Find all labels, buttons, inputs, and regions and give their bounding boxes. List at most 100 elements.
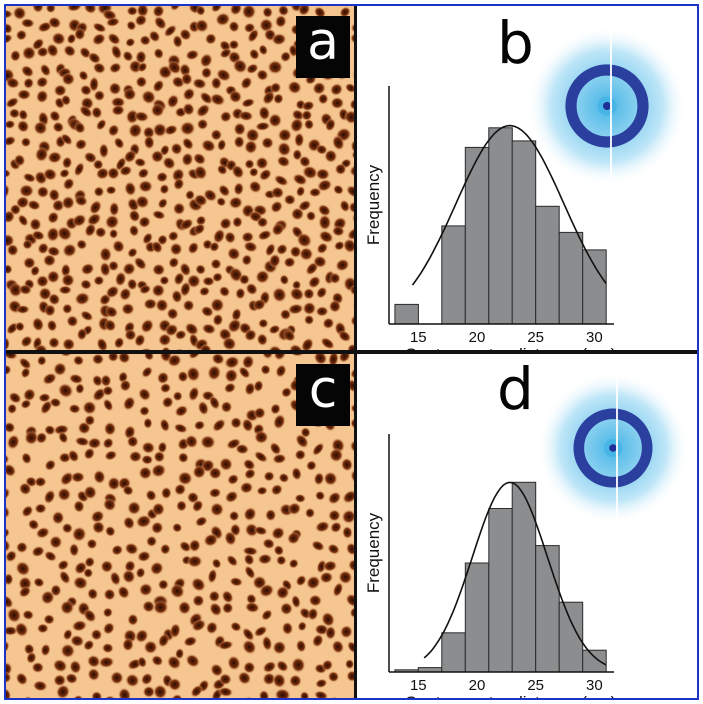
histogram-bar xyxy=(488,508,513,673)
pore-mark xyxy=(140,454,154,465)
pore-mark xyxy=(74,436,91,447)
pore-mark xyxy=(233,181,245,196)
pore-mark xyxy=(166,655,182,670)
pore-mark xyxy=(172,177,185,191)
pore-mark xyxy=(6,549,18,563)
pore-mark xyxy=(102,621,115,635)
pore-mark xyxy=(6,168,12,178)
pore-mark xyxy=(315,144,328,155)
pore-mark xyxy=(83,608,97,623)
pore-mark xyxy=(338,354,351,363)
pore-mark xyxy=(23,430,39,446)
pore-mark xyxy=(104,450,118,461)
pore-mark xyxy=(208,395,221,411)
pore-mark xyxy=(6,671,12,684)
pore-mark xyxy=(290,207,305,221)
pore-mark xyxy=(75,239,88,250)
pore-mark xyxy=(270,186,285,199)
pore-mark xyxy=(83,485,98,500)
pore-mark xyxy=(283,193,297,206)
pore-mark xyxy=(244,565,256,580)
pore-mark xyxy=(179,120,196,137)
pore-mark xyxy=(95,118,107,131)
pore-mark xyxy=(261,354,274,360)
pore-mark xyxy=(253,525,268,536)
pore-mark xyxy=(226,554,239,567)
pore-mark xyxy=(167,677,182,692)
pore-mark xyxy=(329,82,344,97)
pore-mark xyxy=(58,570,71,585)
pore-mark xyxy=(276,155,291,168)
pore-mark xyxy=(294,449,307,461)
pore-mark xyxy=(91,520,106,535)
pore-mark xyxy=(14,621,29,638)
pore-mark xyxy=(121,569,136,584)
pore-mark xyxy=(18,482,32,496)
pore-mark xyxy=(244,522,259,538)
pore-mark xyxy=(345,184,354,199)
pore-mark xyxy=(119,379,132,392)
pore-mark xyxy=(310,540,326,552)
pore-mark xyxy=(253,625,268,638)
pore-mark xyxy=(135,194,150,209)
pore-mark xyxy=(57,431,69,444)
pore-mark xyxy=(20,17,36,29)
pore-mark xyxy=(311,633,324,648)
pore-mark xyxy=(350,22,354,34)
pore-mark xyxy=(79,279,93,290)
pore-mark xyxy=(235,443,250,455)
pore-mark xyxy=(78,69,89,82)
pore-mark xyxy=(6,77,21,89)
pore-mark xyxy=(153,15,167,31)
pore-mark xyxy=(121,637,135,652)
pore-mark xyxy=(108,201,120,217)
pore-mark xyxy=(258,583,275,598)
pore-mark xyxy=(320,336,336,350)
pore-mark xyxy=(199,434,216,450)
pore-mark xyxy=(242,458,256,471)
pore-mark xyxy=(28,217,42,232)
pore-mark xyxy=(42,253,57,267)
pore-mark xyxy=(191,77,208,90)
pore-mark xyxy=(103,318,117,332)
pore-mark xyxy=(43,424,56,436)
pore-mark xyxy=(34,476,47,488)
pore-mark xyxy=(124,542,139,556)
pore-mark xyxy=(145,489,157,502)
pore-mark xyxy=(106,166,121,180)
histogram-bar xyxy=(511,140,537,325)
pore-mark xyxy=(31,229,46,241)
pore-mark xyxy=(171,289,183,304)
pore-mark xyxy=(150,521,164,535)
pore-mark xyxy=(88,76,100,93)
pore-mark xyxy=(179,28,192,41)
pore-mark xyxy=(271,32,287,46)
pore-mark xyxy=(6,687,12,698)
pore-mark xyxy=(344,658,354,670)
pore-mark xyxy=(124,181,137,197)
pore-mark xyxy=(221,336,237,350)
pore-mark xyxy=(93,89,106,102)
pore-mark xyxy=(57,559,70,571)
pore-mark xyxy=(182,635,198,647)
pore-mark xyxy=(6,572,14,586)
x-tick-label: 25 xyxy=(527,677,544,694)
pore-mark xyxy=(243,468,257,480)
pore-mark xyxy=(350,314,354,328)
pore-mark xyxy=(50,583,62,597)
pore-mark xyxy=(350,367,354,379)
pore-mark xyxy=(207,364,222,381)
diffraction-inset xyxy=(527,26,687,186)
pore-mark xyxy=(46,269,61,284)
pore-mark xyxy=(173,423,189,434)
pore-mark xyxy=(228,20,240,33)
pore-mark xyxy=(345,593,354,608)
pore-mark xyxy=(118,165,133,177)
pore-mark xyxy=(322,560,338,572)
pore-mark xyxy=(273,354,287,361)
pore-mark xyxy=(18,284,33,296)
pore-mark xyxy=(287,303,305,315)
pore-mark xyxy=(26,199,42,211)
pore-mark xyxy=(272,413,286,430)
pore-mark xyxy=(174,329,187,341)
